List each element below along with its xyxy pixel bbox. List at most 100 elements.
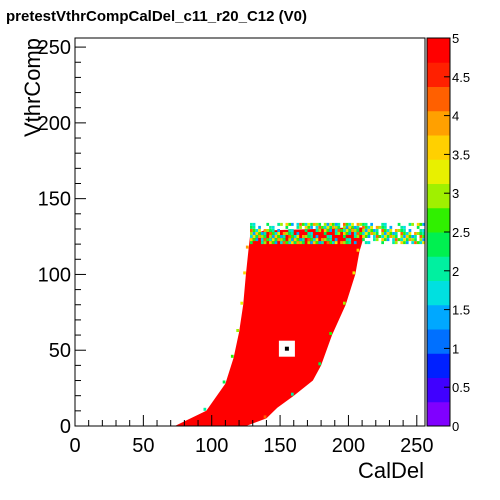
marker-dot [284,346,289,351]
heatmap-cell [408,235,412,238]
heatmap-cell [389,235,393,238]
heatmap-cell [250,222,253,226]
heatmap-cell [422,222,425,226]
heatmap-cell [394,241,398,245]
color-scale-swatch [427,135,450,160]
heatmap-cell [359,232,363,235]
heatmap-cell [307,238,311,242]
heatmap-cell [277,232,280,235]
heatmap-cell [373,229,376,232]
heatmap-cell [408,238,412,242]
heatmap-cell [243,271,246,275]
heatmap-cell [304,225,308,229]
color-scale-swatch [427,62,450,87]
heatmap-cell [293,238,297,242]
heatmap-cell [252,225,256,229]
heatmap-cell [364,222,368,226]
heatmap-cell [332,222,335,226]
heatmap-cell [271,238,275,242]
heatmap-cell [386,229,390,232]
heatmap-cell [334,229,338,232]
heatmap-cell [263,238,267,242]
heatmap-cell [414,235,417,238]
color-scale-swatch [427,159,450,184]
heatmap-cell [400,229,404,232]
heatmap-cell [296,222,300,226]
z-tick-label: 4.5 [452,70,470,85]
heatmap-cell [255,235,259,238]
z-tick-label: 3 [452,186,459,201]
heatmap-cell [384,229,387,232]
heatmap-cell [348,222,352,226]
heatmap-cell [356,235,360,238]
heatmap-cell [403,235,406,238]
heatmap-cell [263,415,267,419]
heatmap-cell [296,225,300,229]
heatmap-cell [293,241,297,245]
heatmap-cell [367,229,371,232]
x-tick-label: 250 [400,435,433,457]
y-axis: 0 50 100 150 200 250 [38,37,86,438]
heatmap-cell [389,232,393,235]
heatmap-cell [370,232,373,235]
heatmap-cell [329,238,332,242]
heatmap-cell [252,229,256,232]
heatmap-cell [375,238,379,242]
heatmap-cell [389,225,393,229]
heatmap-cell [348,229,352,232]
heatmap-cell [400,241,404,245]
heatmap-cell [334,238,338,242]
heatmap-cell [269,241,272,245]
heatmap-cell [337,229,341,232]
heatmap-cell [288,238,291,242]
heatmap-cell [263,229,267,232]
color-scale-swatch [427,38,450,63]
heatmap-cell [345,222,349,226]
heatmap-cell [296,235,300,238]
heatmap-cell [334,241,338,245]
heatmap-cell [343,229,346,232]
heatmap-cell [277,235,280,238]
heatmap-cell [326,229,330,232]
heatmap-cell [277,229,280,232]
heatmap-cell [400,235,404,238]
heatmap-cell [315,225,319,229]
heatmap-cell [252,232,256,235]
heatmap-cell [318,362,322,366]
heatmap-cell [405,241,409,245]
heatmap-cell [291,241,294,245]
heatmap-cell [250,225,253,229]
x-tick-label: 0 [69,435,80,457]
heatmap-cell [400,232,404,235]
heatmap-cell [367,232,371,235]
heatmap-cell [364,229,368,232]
heatmap-cell [422,229,425,232]
color-scale-swatch [427,353,450,378]
heatmap-cell [323,238,327,242]
heatmap-cell [405,238,409,242]
heatmap-cell [271,229,275,232]
heatmap-cell [285,222,289,226]
heatmap-cell [310,232,313,235]
heatmap-cell [345,238,349,242]
heatmap-cell [403,229,406,232]
heatmap-cell [340,241,343,245]
heatmap-cell [260,238,264,242]
heatmap-cell [250,238,253,242]
heatmap-cell [222,380,226,384]
heatmap-cell [250,241,253,245]
heatmap-cell [384,235,387,238]
heatmap-cell [302,238,305,242]
heatmap-cell [405,232,409,235]
heatmap-cell [280,241,283,245]
heatmap-cell [416,232,420,235]
color-scale-swatch [427,256,450,281]
heatmap-cell [364,235,368,238]
color-scale-swatch [427,207,450,233]
heatmap-cell [312,222,316,226]
heatmap-cell [356,222,360,226]
heatmap-cell [340,229,343,232]
heatmap-cell [419,241,423,245]
heatmap-cell [304,222,308,226]
heatmap-cell [386,238,390,242]
